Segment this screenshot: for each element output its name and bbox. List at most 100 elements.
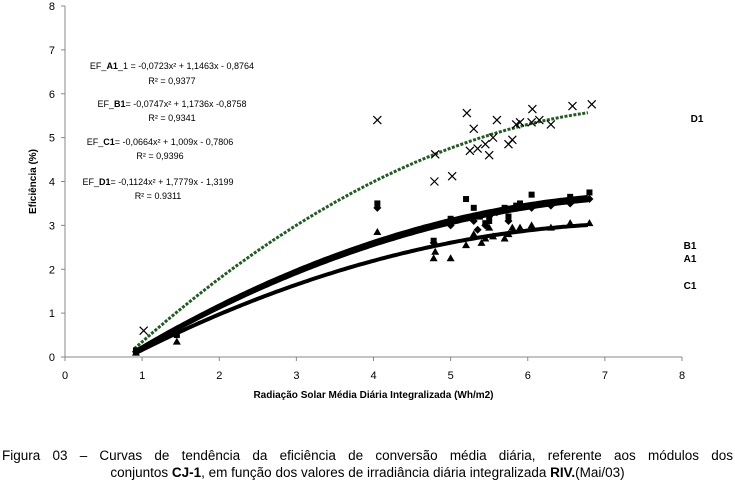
caption-text: conjuntos <box>110 465 172 480</box>
data-point-D1 <box>515 117 525 127</box>
data-point-A1 <box>566 199 575 208</box>
trendline-equation-B1: EF_B1= -0,0747x² + 1,1736x -0,8758 <box>97 99 246 109</box>
data-point-C1 <box>516 223 525 231</box>
data-point-D1 <box>488 133 498 143</box>
y-tick-label: 2 <box>49 264 55 276</box>
r-squared-C1: R² = 0,9396 <box>136 151 183 161</box>
series-label-A1: A1 <box>684 254 697 265</box>
data-point-B1 <box>486 217 493 224</box>
data-point-B1 <box>482 220 489 227</box>
data-point-A1 <box>473 225 482 234</box>
data-point-C1 <box>131 348 140 356</box>
series-label-B1: B1 <box>684 241 697 252</box>
equation-part: C1 <box>103 137 115 147</box>
caption-bold: RIV. <box>550 465 576 480</box>
data-point-D1 <box>462 108 472 118</box>
data-point-D1 <box>546 120 556 129</box>
x-tick-label: 6 <box>525 370 531 382</box>
data-point-D1 <box>534 115 544 125</box>
data-point-B1 <box>505 213 512 220</box>
trendline-equation-C1: EF_C1= -0,0664x² + 1,009x - 0,7806 <box>87 137 234 147</box>
data-point-B1 <box>517 200 524 207</box>
caption-text: (Mai/03) <box>575 465 625 480</box>
equation-part: = -0,0747x² + 1,1736x -0,8758 <box>125 99 246 109</box>
data-point-A1 <box>546 201 555 210</box>
figure-caption: Figura 03 – Curvas de tendência da efici… <box>0 447 735 481</box>
data-point-B1 <box>173 332 180 339</box>
data-point-D1 <box>465 146 475 156</box>
x-tick-label: 3 <box>293 370 299 382</box>
y-tick-label: 6 <box>49 89 55 101</box>
data-point-B1 <box>586 189 593 196</box>
chart: 0 1 2 3 4 5 6 7 8 0 1 2 3 4 5 6 7 8 Radiação Solar Média D… <box>28 1 704 401</box>
data-point-B1 <box>463 196 470 203</box>
series-label-D1: D1 <box>691 114 704 125</box>
data-point-D1 <box>473 144 483 154</box>
data-point-C1 <box>172 337 181 345</box>
data-point-B1 <box>430 237 437 244</box>
trendline-A1 <box>133 198 589 355</box>
x-tick-label: 1 <box>139 370 145 382</box>
data-point-C1 <box>462 241 471 249</box>
data-point-A1 <box>585 195 594 204</box>
data-point-A1 <box>527 203 536 212</box>
x-tick-label: 4 <box>370 370 376 382</box>
equation-part: B1 <box>114 99 126 109</box>
trendline-equation-D1: EF_D1= -0,1124x² + 1,7779x - 1,3199 <box>83 177 234 187</box>
data-point-B1 <box>490 209 497 216</box>
data-point-D1 <box>372 115 382 125</box>
data-point-B1 <box>476 213 483 220</box>
data-point-A1 <box>446 221 455 230</box>
y-tick-label: 8 <box>49 1 55 13</box>
data-point-B1 <box>447 215 454 222</box>
data-point-B1 <box>470 204 477 211</box>
equation-part: EF_ <box>83 177 101 187</box>
data-point-D1 <box>480 139 490 149</box>
series-label-C1: C1 <box>684 281 697 292</box>
trendline-C1 <box>133 223 589 356</box>
data-point-C1 <box>566 219 575 227</box>
r-squared-D1: R² = 0.9311 <box>135 191 182 201</box>
x-axis-title: Radiação Solar Média Diária Integralizad… <box>253 390 493 401</box>
data-point-C1 <box>469 230 478 238</box>
equation-part: EF_ <box>90 61 108 71</box>
data-point-B1 <box>501 204 508 211</box>
data-point-A1 <box>469 216 478 225</box>
data-point-D1 <box>484 150 494 160</box>
data-point-C1 <box>489 232 498 240</box>
data-point-D1 <box>139 326 149 336</box>
data-point-C1 <box>431 247 440 255</box>
y-tick-label: 1 <box>49 308 55 320</box>
y-tick-label: 4 <box>49 177 55 189</box>
r-squared-A1: R² = 0,9377 <box>148 76 195 86</box>
data-point-C1 <box>373 227 382 235</box>
x-tick-label: 7 <box>602 370 608 382</box>
data-point-B1 <box>374 200 381 207</box>
r-squared-B1: R² = 0,9341 <box>148 113 195 123</box>
equation-part: D1 <box>99 177 111 187</box>
data-point-C1 <box>508 223 517 231</box>
equation-part: EF_ <box>87 137 105 147</box>
x-tick-label: 5 <box>448 370 454 382</box>
caption-bold: CJ-1 <box>171 465 202 480</box>
data-point-C1 <box>585 219 594 227</box>
x-tick-label: 0 <box>62 370 68 382</box>
caption-line-2: conjuntos CJ-1, em função dos valores de… <box>110 465 624 480</box>
data-point-D1 <box>430 177 439 186</box>
data-point-C1 <box>504 230 513 238</box>
data-point-D1 <box>587 99 597 109</box>
y-tick-label: 5 <box>49 133 55 145</box>
y-tick-label: 3 <box>49 220 55 232</box>
trendline-B1 <box>133 195 589 354</box>
data-point-C1 <box>546 223 555 231</box>
data-point-D1 <box>527 104 537 114</box>
data-point-C1 <box>481 234 490 242</box>
data-point-D1 <box>447 171 457 181</box>
data-point-D1 <box>527 117 537 127</box>
data-point-C1 <box>485 223 494 231</box>
x-tick-label: 2 <box>216 370 222 382</box>
data-point-C1 <box>446 254 455 262</box>
data-point-C1 <box>527 221 536 229</box>
equation-part: A1 <box>106 61 118 71</box>
